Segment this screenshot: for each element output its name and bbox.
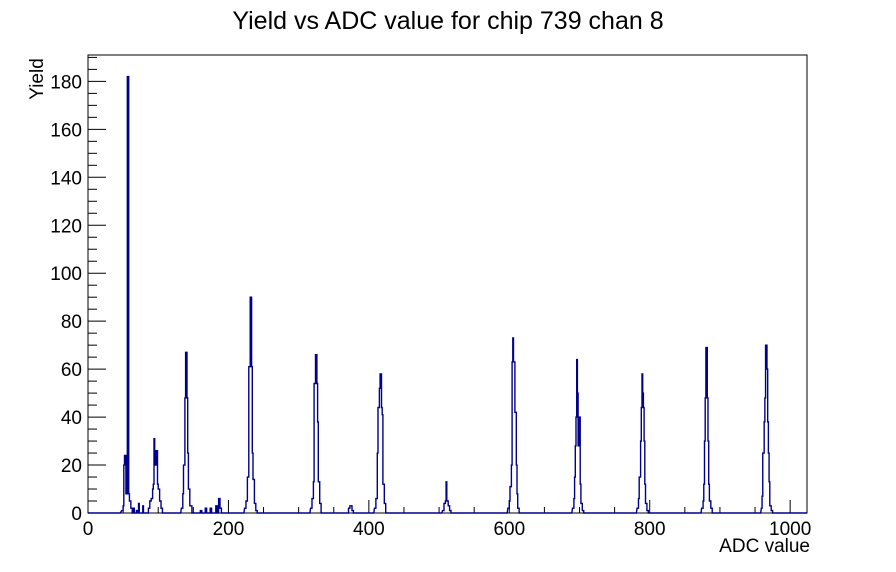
y-tick-label: 180 <box>50 72 82 93</box>
y-tick-label: 160 <box>50 120 82 141</box>
x-tick-label: 0 <box>83 519 94 540</box>
x-axis: 0 200 400 600 800 1000 <box>83 500 811 540</box>
y-tick-label: 120 <box>50 216 82 237</box>
y-axis: 0 20 40 60 80 100 120 140 160 180 <box>50 56 106 525</box>
y-tick-label: 0 <box>71 504 82 525</box>
y-tick-label: 100 <box>50 264 82 285</box>
x-tick-label: 200 <box>213 519 245 540</box>
x-tick-label: 1000 <box>769 519 811 540</box>
x-tick-label: 600 <box>493 519 525 540</box>
x-tick-label: 800 <box>634 519 666 540</box>
histogram-line <box>88 75 807 514</box>
y-tick-label: 60 <box>61 360 82 381</box>
x-axis-title: ADC value <box>719 536 810 557</box>
y-axis-title: Yield <box>27 58 48 100</box>
plot-frame <box>87 54 808 514</box>
x-tick-label: 400 <box>353 519 385 540</box>
y-tick-label: 20 <box>61 456 82 477</box>
y-tick-label: 140 <box>50 168 82 189</box>
chart-title: Yield vs ADC value for chip 739 chan 8 <box>232 7 664 35</box>
y-tick-label: 40 <box>61 408 82 429</box>
y-tick-label: 80 <box>61 312 82 333</box>
